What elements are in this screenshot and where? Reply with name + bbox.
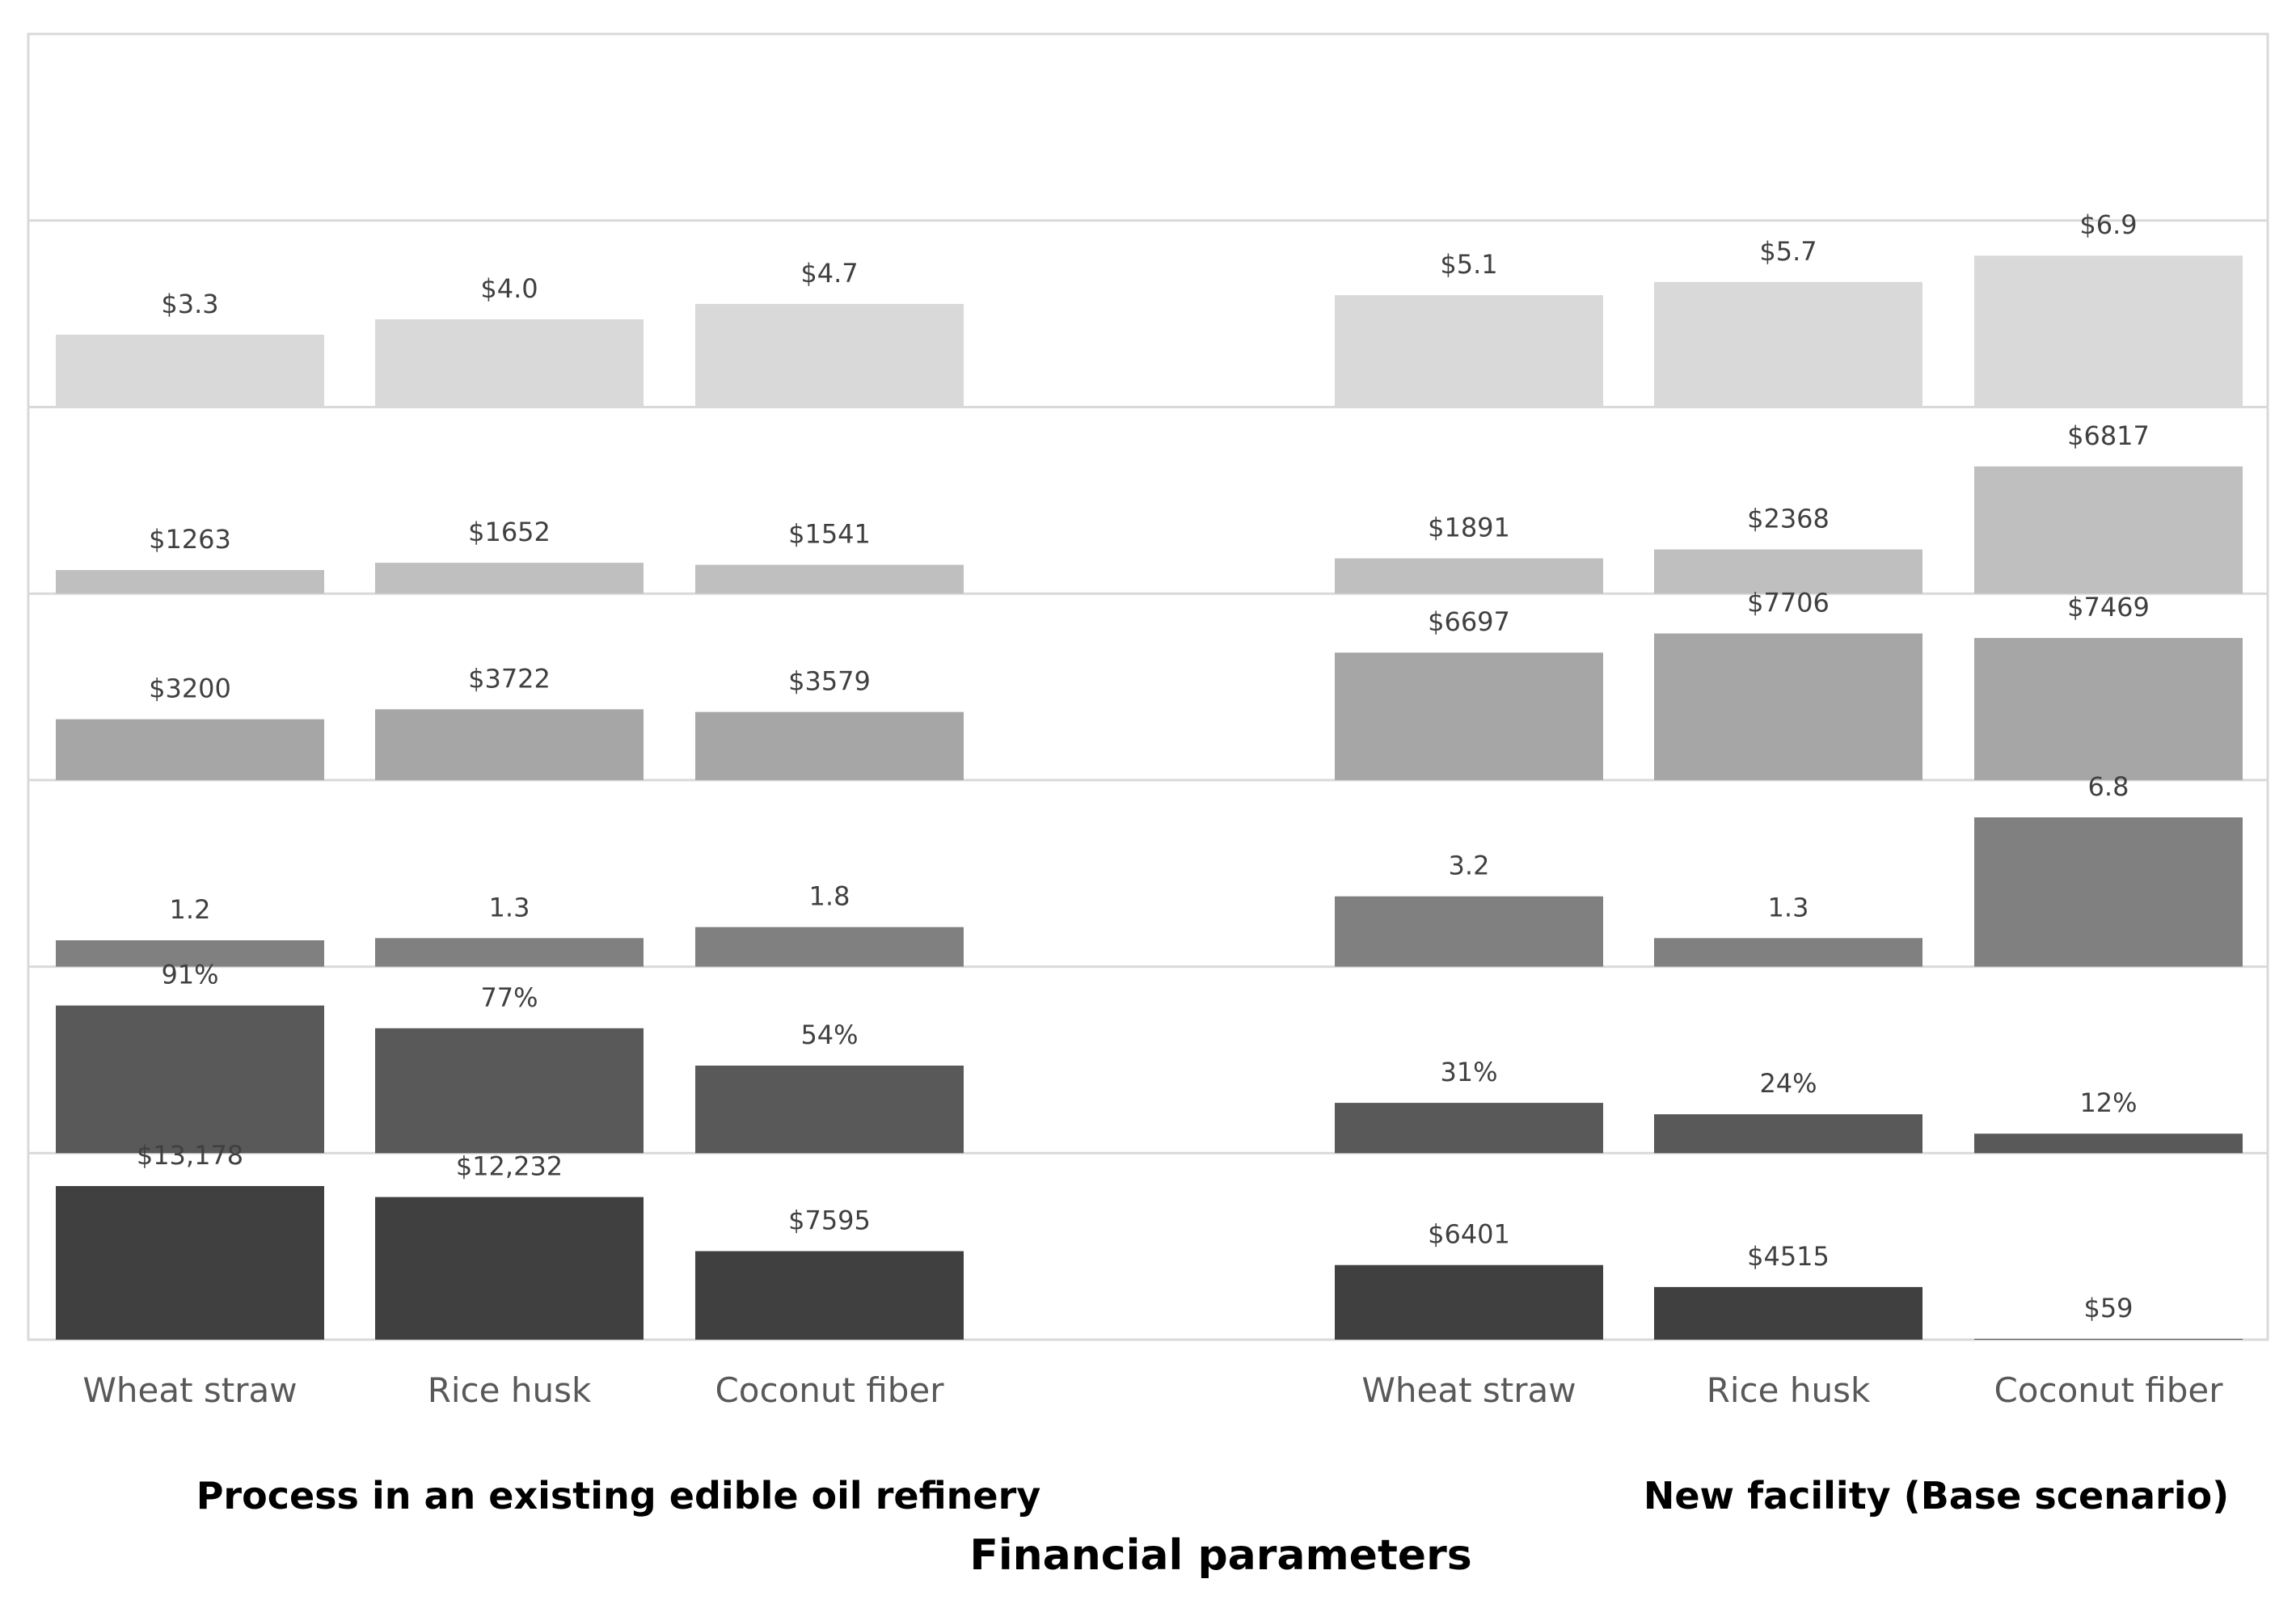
value-label-row4-col4: 3.2 [1449, 851, 1490, 881]
group-label-existing-refinery: Process in an existing edible oil refine… [196, 1474, 1041, 1518]
value-label-row3-col5: $7706 [1747, 588, 1830, 618]
bar-row3-col5 [1654, 633, 1922, 780]
value-label-row2-col1: $1263 [149, 524, 231, 555]
bar-row3-col6 [1974, 638, 2243, 780]
value-label-row4-col5: 1.3 [1768, 892, 1809, 922]
bar-row3-col4 [1335, 652, 1603, 780]
value-label-row6-col1: $13,178 [137, 1140, 243, 1171]
bar-row5-col1 [56, 1005, 324, 1154]
bar-row4-col2 [375, 938, 644, 967]
value-label-row2-col4: $1891 [1428, 513, 1510, 543]
bar-row1-col6 [1974, 255, 2243, 407]
category-label-group1-3: Coconut fiber [715, 1370, 944, 1410]
bar-row2-col1 [56, 570, 324, 594]
value-label-row2-col5: $2368 [1747, 504, 1830, 534]
value-label-row6-col4: $6401 [1428, 1219, 1510, 1250]
bar-row6-col5 [1654, 1286, 1922, 1340]
group-label-new-facility: New facility (Base scenario) [1644, 1474, 2229, 1518]
category-label-group1-2: Rice husk [428, 1370, 592, 1410]
bar-row2-col5 [1654, 549, 1922, 594]
value-label-row4-col1: 1.2 [170, 894, 211, 925]
bar-row1-col4 [1335, 295, 1603, 407]
bar-row5-col4 [1335, 1103, 1603, 1154]
value-label-row5-col4: 31% [1440, 1057, 1497, 1087]
value-label-row3-col2: $3722 [468, 663, 551, 694]
value-label-row2-col3: $1541 [788, 519, 871, 550]
value-label-row1-col6: $6.9 [2079, 209, 2137, 240]
value-label-row4-col6: 6.8 [2088, 771, 2129, 802]
value-label-row2-col6: $6817 [2067, 420, 2150, 451]
category-label-group2-1: Wheat straw [1361, 1370, 1576, 1410]
value-label-row5-col3: 54% [800, 1020, 858, 1050]
category-label-group2-3: Coconut fiber [1994, 1370, 2223, 1410]
category-labels-layer: Wheat straw Rice husk Coconut fiber Wheat s… [82, 1370, 2223, 1410]
value-label-row1-col4: $5.1 [1440, 249, 1497, 280]
bar-row6-col3 [695, 1251, 964, 1340]
bar-row3-col3 [695, 711, 964, 780]
value-label-row3-col4: $6697 [1428, 606, 1510, 637]
value-labels-layer: $3.3 $4.0 $4.7 $5.1 $5.7 $6.9 $1263 $1652 $1541 $… [137, 209, 2150, 1323]
bar-row5-col3 [695, 1066, 964, 1154]
bar-row5-col2 [375, 1028, 644, 1154]
bar-row6-col4 [1335, 1264, 1603, 1340]
value-label-row5-col6: 12% [2079, 1087, 2137, 1118]
value-label-row5-col1: 91% [161, 960, 218, 990]
value-label-row5-col5: 24% [1759, 1068, 1817, 1099]
bar-row6-col6 [1974, 1339, 2243, 1340]
value-label-row3-col6: $7469 [2067, 592, 2150, 623]
bar-row4-col4 [1335, 896, 1603, 967]
bar-row4-col6 [1974, 817, 2243, 967]
value-label-row1-col2: $4.0 [480, 273, 538, 304]
x-axis-title: Financial parameters [969, 1531, 1471, 1580]
bar-row5-col6 [1974, 1134, 2243, 1154]
plot-area-border [27, 32, 2269, 1341]
bar-row2-col6 [1974, 466, 2243, 594]
value-label-row3-col3: $3579 [788, 666, 871, 697]
value-label-row1-col3: $4.7 [800, 258, 858, 289]
bar-row2-col4 [1335, 558, 1603, 594]
value-label-row6-col6: $59 [2083, 1293, 2133, 1323]
bar-row5-col5 [1654, 1114, 1922, 1154]
bar-row3-col2 [375, 709, 644, 780]
bar-row2-col3 [695, 564, 964, 594]
bar-row6-col1 [56, 1186, 324, 1340]
category-label-group1-1: Wheat straw [82, 1370, 297, 1410]
value-label-row1-col1: $3.3 [161, 289, 218, 319]
bar-row4-col1 [56, 940, 324, 967]
bar-row4-col3 [695, 927, 964, 967]
bars-layer [56, 255, 2243, 1340]
bar-row3-col1 [56, 719, 324, 780]
value-label-row4-col3: 1.8 [809, 881, 850, 912]
value-label-row6-col5: $4515 [1747, 1241, 1830, 1272]
value-label-row1-col5: $5.7 [1759, 236, 1817, 267]
bar-row6-col2 [375, 1197, 644, 1340]
value-label-row5-col2: 77% [480, 982, 538, 1013]
bar-row1-col1 [56, 334, 324, 407]
value-label-row2-col2: $1652 [468, 517, 551, 547]
value-label-row6-col2: $12,232 [456, 1151, 563, 1182]
bar-row2-col2 [375, 563, 644, 594]
value-label-row4-col2: 1.3 [489, 892, 530, 922]
category-label-group2-2: Rice husk [1707, 1370, 1871, 1410]
bar-row1-col5 [1654, 281, 1922, 407]
bar-row1-col2 [375, 319, 644, 407]
bar-row4-col5 [1654, 938, 1922, 967]
value-label-row3-col1: $3200 [149, 673, 231, 704]
bar-row1-col3 [695, 303, 964, 407]
value-label-row6-col3: $7595 [788, 1205, 871, 1236]
